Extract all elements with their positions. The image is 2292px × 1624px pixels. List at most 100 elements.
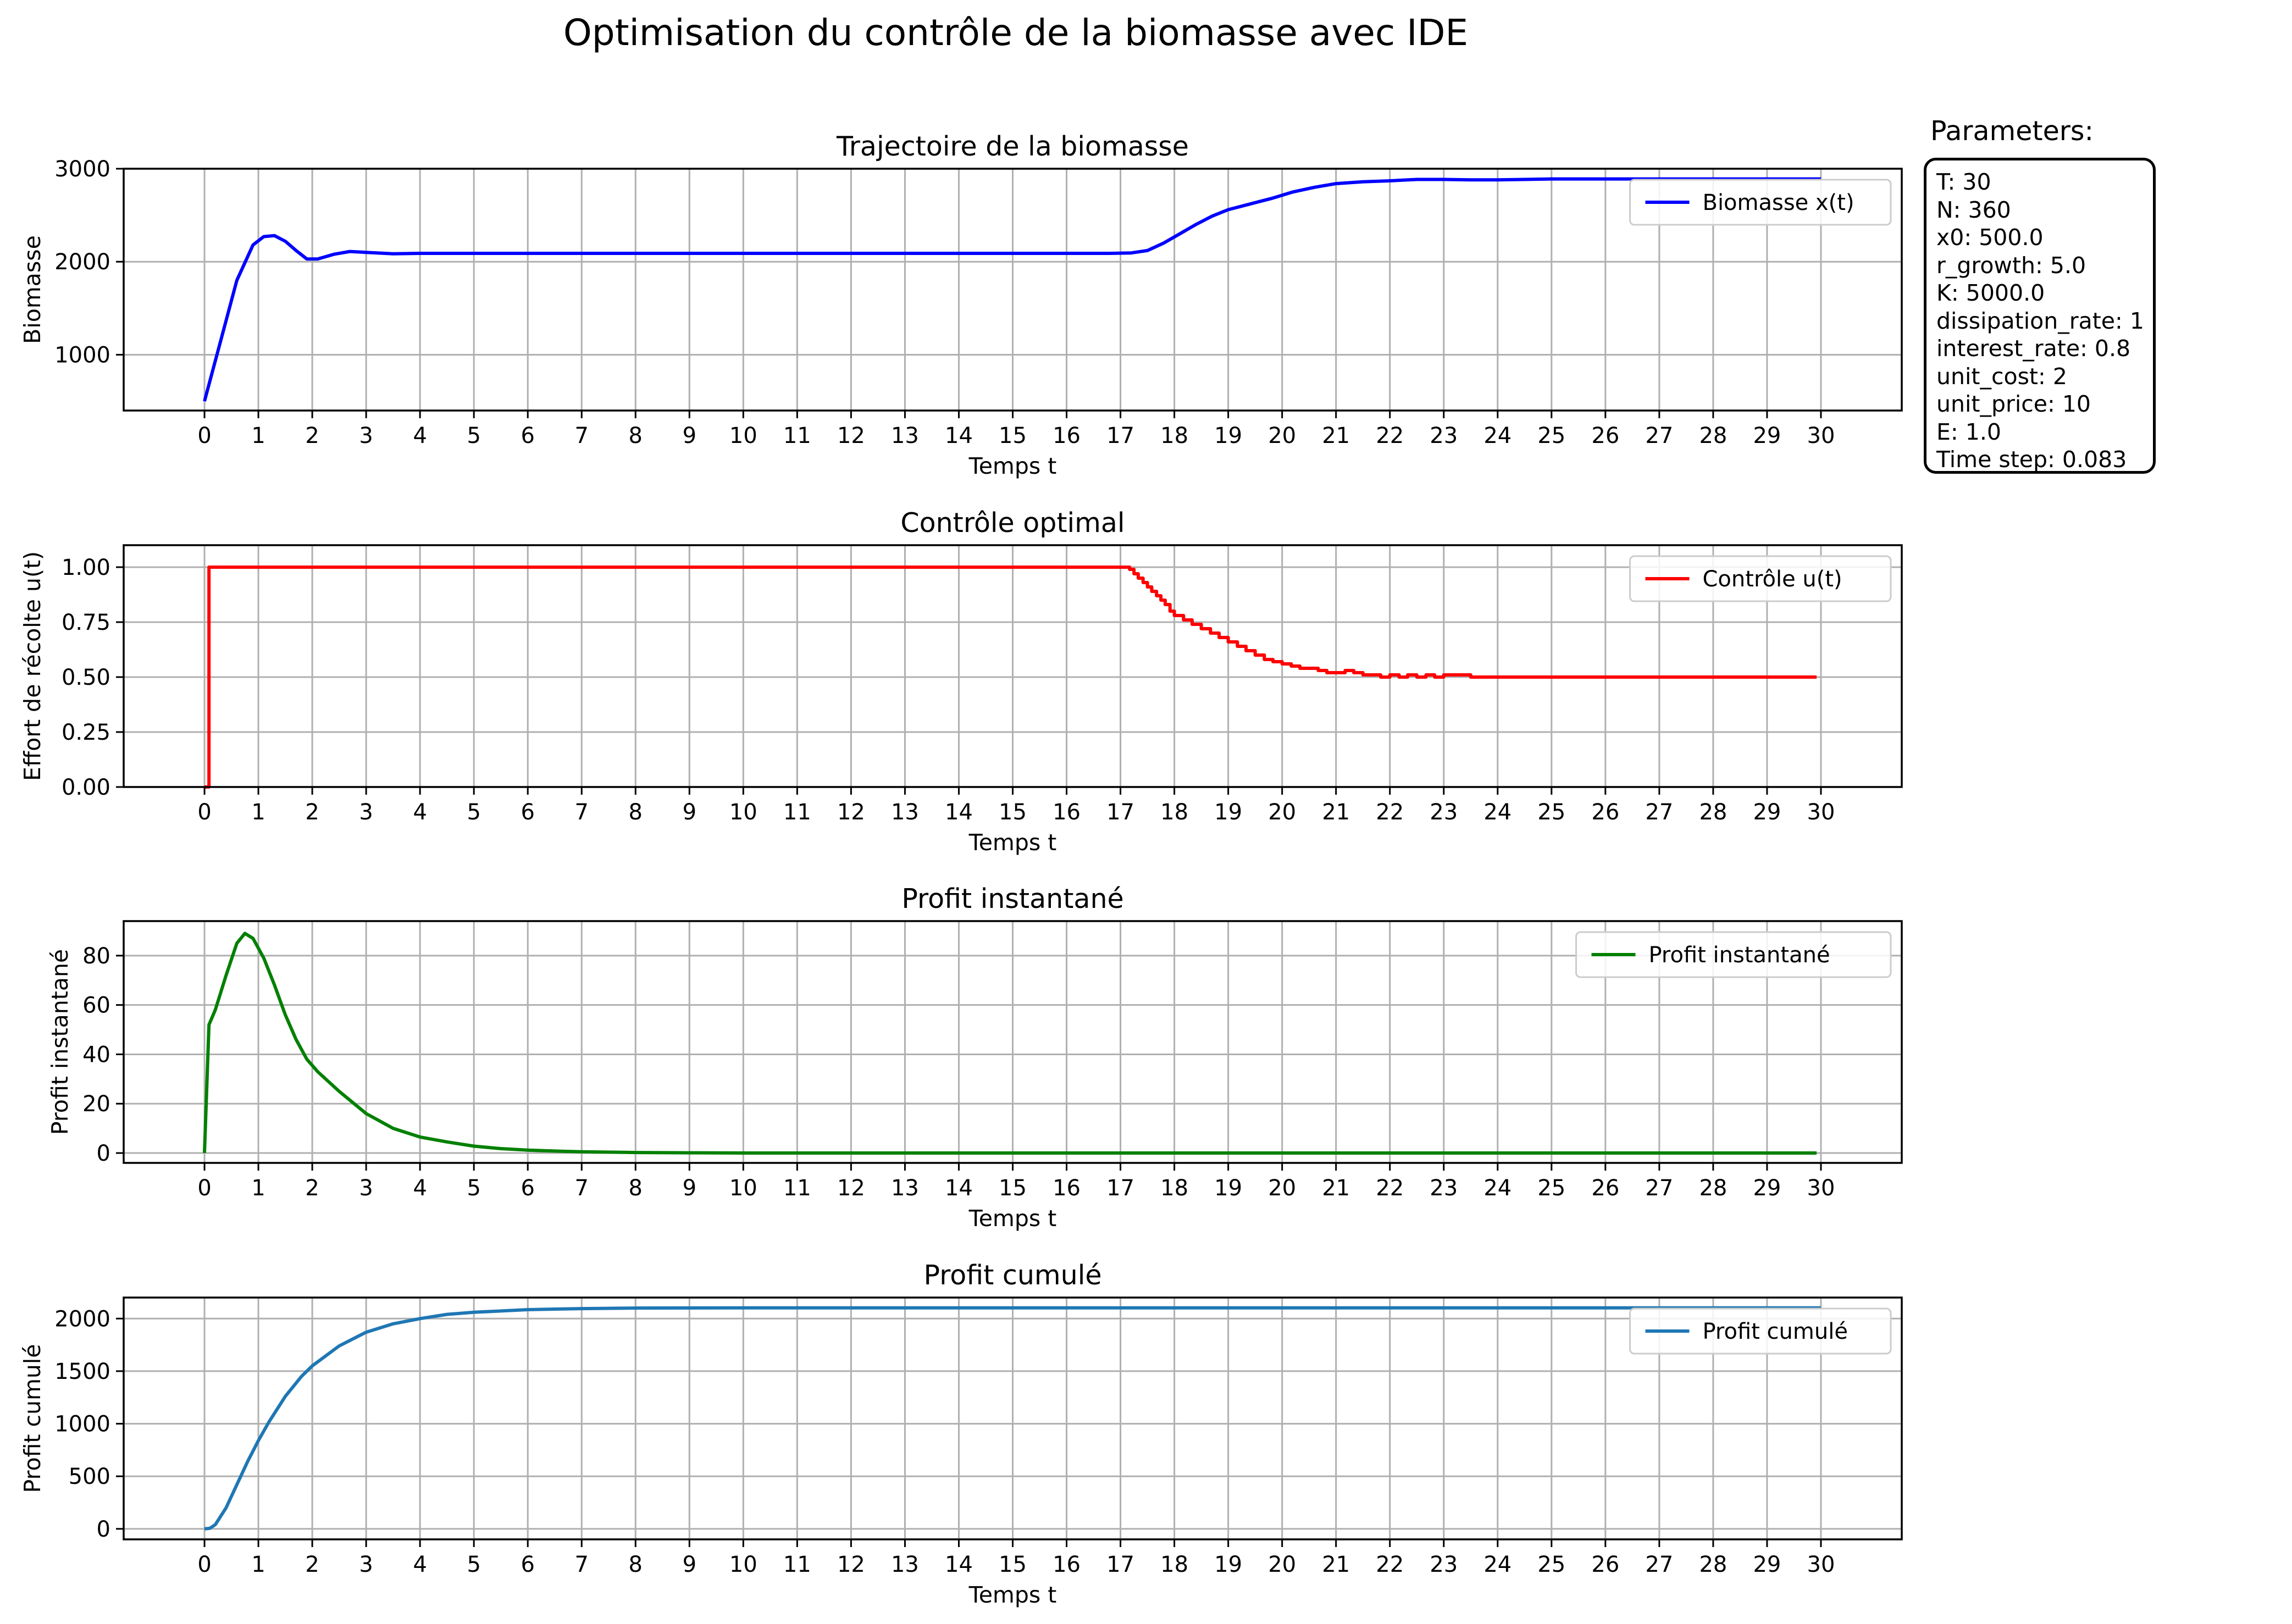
x-tick-label: 5 [467,1552,480,1577]
x-tick-label: 5 [467,423,480,448]
x-tick-label: 30 [1807,423,1835,448]
y-tick-label: 40 [82,1042,110,1067]
x-tick-label: 9 [683,1552,696,1577]
subplot-title: Profit instantané [901,883,1123,914]
parameters-title: Parameters: [1930,115,2094,147]
x-tick-label: 3 [359,1176,373,1201]
x-axis-label: Temps t [968,829,1057,856]
x-tick-label: 19 [1214,800,1242,825]
x-tick-label: 13 [891,1176,919,1201]
y-tick-label: 3000 [54,157,110,182]
x-tick-label: 7 [575,1176,589,1201]
y-tick-label: 1500 [54,1359,110,1384]
x-tick-label: 16 [1053,1176,1081,1201]
x-tick-label: 30 [1807,1176,1835,1201]
x-tick-label: 1 [251,1176,265,1201]
x-tick-label: 24 [1483,800,1512,825]
y-axis-label: Biomasse [19,235,46,344]
x-tick-label: 8 [629,423,643,448]
x-tick-label: 11 [783,800,811,825]
x-tick-label: 30 [1807,1552,1835,1577]
x-tick-label: 18 [1160,1176,1188,1201]
x-tick-label: 6 [521,1552,535,1577]
x-tick-label: 2 [305,1176,319,1201]
x-tick-label: 4 [413,423,427,448]
x-tick-label: 18 [1160,800,1188,825]
x-tick-label: 27 [1645,800,1673,825]
x-tick-label: 8 [629,1552,643,1577]
x-tick-label: 8 [629,800,643,825]
x-tick-label: 25 [1537,1552,1565,1577]
parameter-line: interest_rate: 0.8 [1936,335,2131,362]
x-tick-label: 19 [1214,1176,1242,1201]
x-tick-label: 10 [729,1552,757,1577]
x-tick-label: 28 [1699,1176,1727,1201]
x-tick-label: 12 [837,423,865,448]
x-tick-label: 7 [575,1552,589,1577]
subplot-1: 0 1 2 3 4 5 6 7 8 9 10 11 12 13 14 15 16 17 18 19 20 21 22 23 24… [19,131,1903,479]
x-tick-label: 2 [305,1552,319,1577]
x-tick-label: 19 [1214,423,1242,448]
x-tick-label: 6 [521,423,535,448]
x-tick-label: 23 [1430,800,1458,825]
legend-box [1629,179,1892,226]
x-tick-label: 0 [197,800,211,825]
x-tick-label: 2 [305,423,319,448]
y-tick-label: 0 [97,1141,110,1166]
y-axis-label: Profit cumulé [19,1344,46,1493]
x-tick-label: 7 [575,800,589,825]
x-tick-label: 25 [1537,423,1565,448]
parameter-line: Time step: 0.083 [1936,446,2127,473]
x-tick-label: 24 [1483,1176,1512,1201]
x-tick-label: 5 [467,800,480,825]
y-tick-label: 1.00 [62,555,110,580]
y-tick-label: 2000 [54,250,110,275]
x-tick-label: 23 [1430,423,1458,448]
x-tick-label: 27 [1645,1176,1673,1201]
parameter-line: E: 1.0 [1936,418,2001,445]
x-tick-label: 11 [783,1176,811,1201]
parameter-line: dissipation_rate: 1 [1936,307,2144,334]
x-tick-label: 11 [783,423,811,448]
x-tick-label: 22 [1376,423,1404,448]
x-tick-label: 22 [1376,1176,1404,1201]
legend-label: Profit instantané [1649,943,1830,968]
x-tick-label: 20 [1268,800,1296,825]
x-tick-label: 0 [197,1552,211,1577]
x-tick-label: 15 [999,1176,1027,1201]
subplot-title: Trajectoire de la biomasse [836,131,1189,162]
x-tick-label: 3 [359,423,373,448]
y-tick-label: 0.25 [62,720,110,745]
parameters-box: T: 30 N: 360 x0: 500.0 r_growth: 5.0 K: 5000… [1924,158,2156,474]
x-tick-label: 3 [359,800,373,825]
x-tick-label: 30 [1807,800,1835,825]
legend-box [1629,555,1892,602]
x-tick-label: 14 [945,1552,973,1577]
x-tick-label: 25 [1537,1176,1565,1201]
x-tick-label: 0 [197,1176,211,1201]
x-axis-label: Temps t [968,1205,1057,1232]
x-tick-label: 3 [359,1552,373,1577]
x-tick-label: 16 [1053,1552,1081,1577]
figure-title: Optimisation du contrôle de la biomasse … [563,12,1468,54]
parameter-line: T: 30 [1936,169,1991,195]
series-line [204,566,1817,789]
x-tick-label: 20 [1268,423,1296,448]
x-tick-label: 15 [999,800,1027,825]
x-tick-label: 28 [1699,1552,1727,1577]
x-tick-label: 17 [1106,800,1134,825]
y-tick-label: 1000 [54,1412,110,1437]
subplot-title: Contrôle optimal [900,507,1125,539]
x-tick-label: 26 [1591,423,1619,448]
x-tick-label: 19 [1214,1552,1242,1577]
parameter-line: N: 360 [1936,196,2011,223]
x-tick-label: 23 [1430,1176,1458,1201]
x-tick-label: 29 [1753,800,1781,825]
x-tick-label: 14 [945,423,973,448]
y-tick-label: 0.00 [62,775,110,800]
legend-box [1629,1307,1892,1355]
x-tick-label: 12 [837,1176,865,1201]
x-tick-label: 10 [729,1176,757,1201]
x-tick-label: 24 [1483,423,1512,448]
